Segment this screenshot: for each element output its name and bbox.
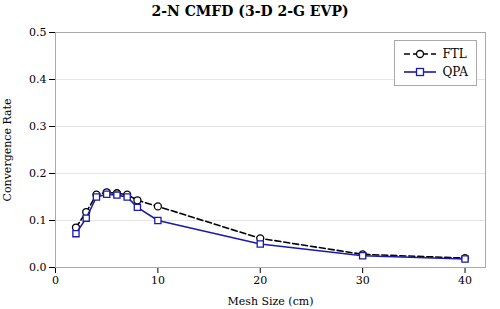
svg-text:10: 10 [151,274,165,287]
svg-text:0.4: 0.4 [29,73,47,86]
html-text:FTL: FTL [442,47,467,61]
svg-text:Mesh Size (cm): Mesh Size (cm) [227,295,313,308]
svg-text:0.1: 0.1 [29,214,47,227]
svg-text:30: 30 [356,274,370,287]
svg-text:20: 20 [253,274,267,287]
svg-text:0.5: 0.5 [29,26,47,39]
svg-text:Convergence Rate: Convergence Rate [1,99,14,202]
svg-text:0.3: 0.3 [29,120,47,133]
svg-text:0.2: 0.2 [29,167,47,180]
svg-text:0: 0 [52,274,59,287]
svg-text:0.0: 0.0 [29,261,47,274]
html-text:QPA: QPA [442,65,468,79]
html-text:2-N CMFD (3-D 2-G EVP): 2-N CMFD (3-D 2-G EVP) [151,3,349,19]
svg-text:40: 40 [458,274,472,287]
